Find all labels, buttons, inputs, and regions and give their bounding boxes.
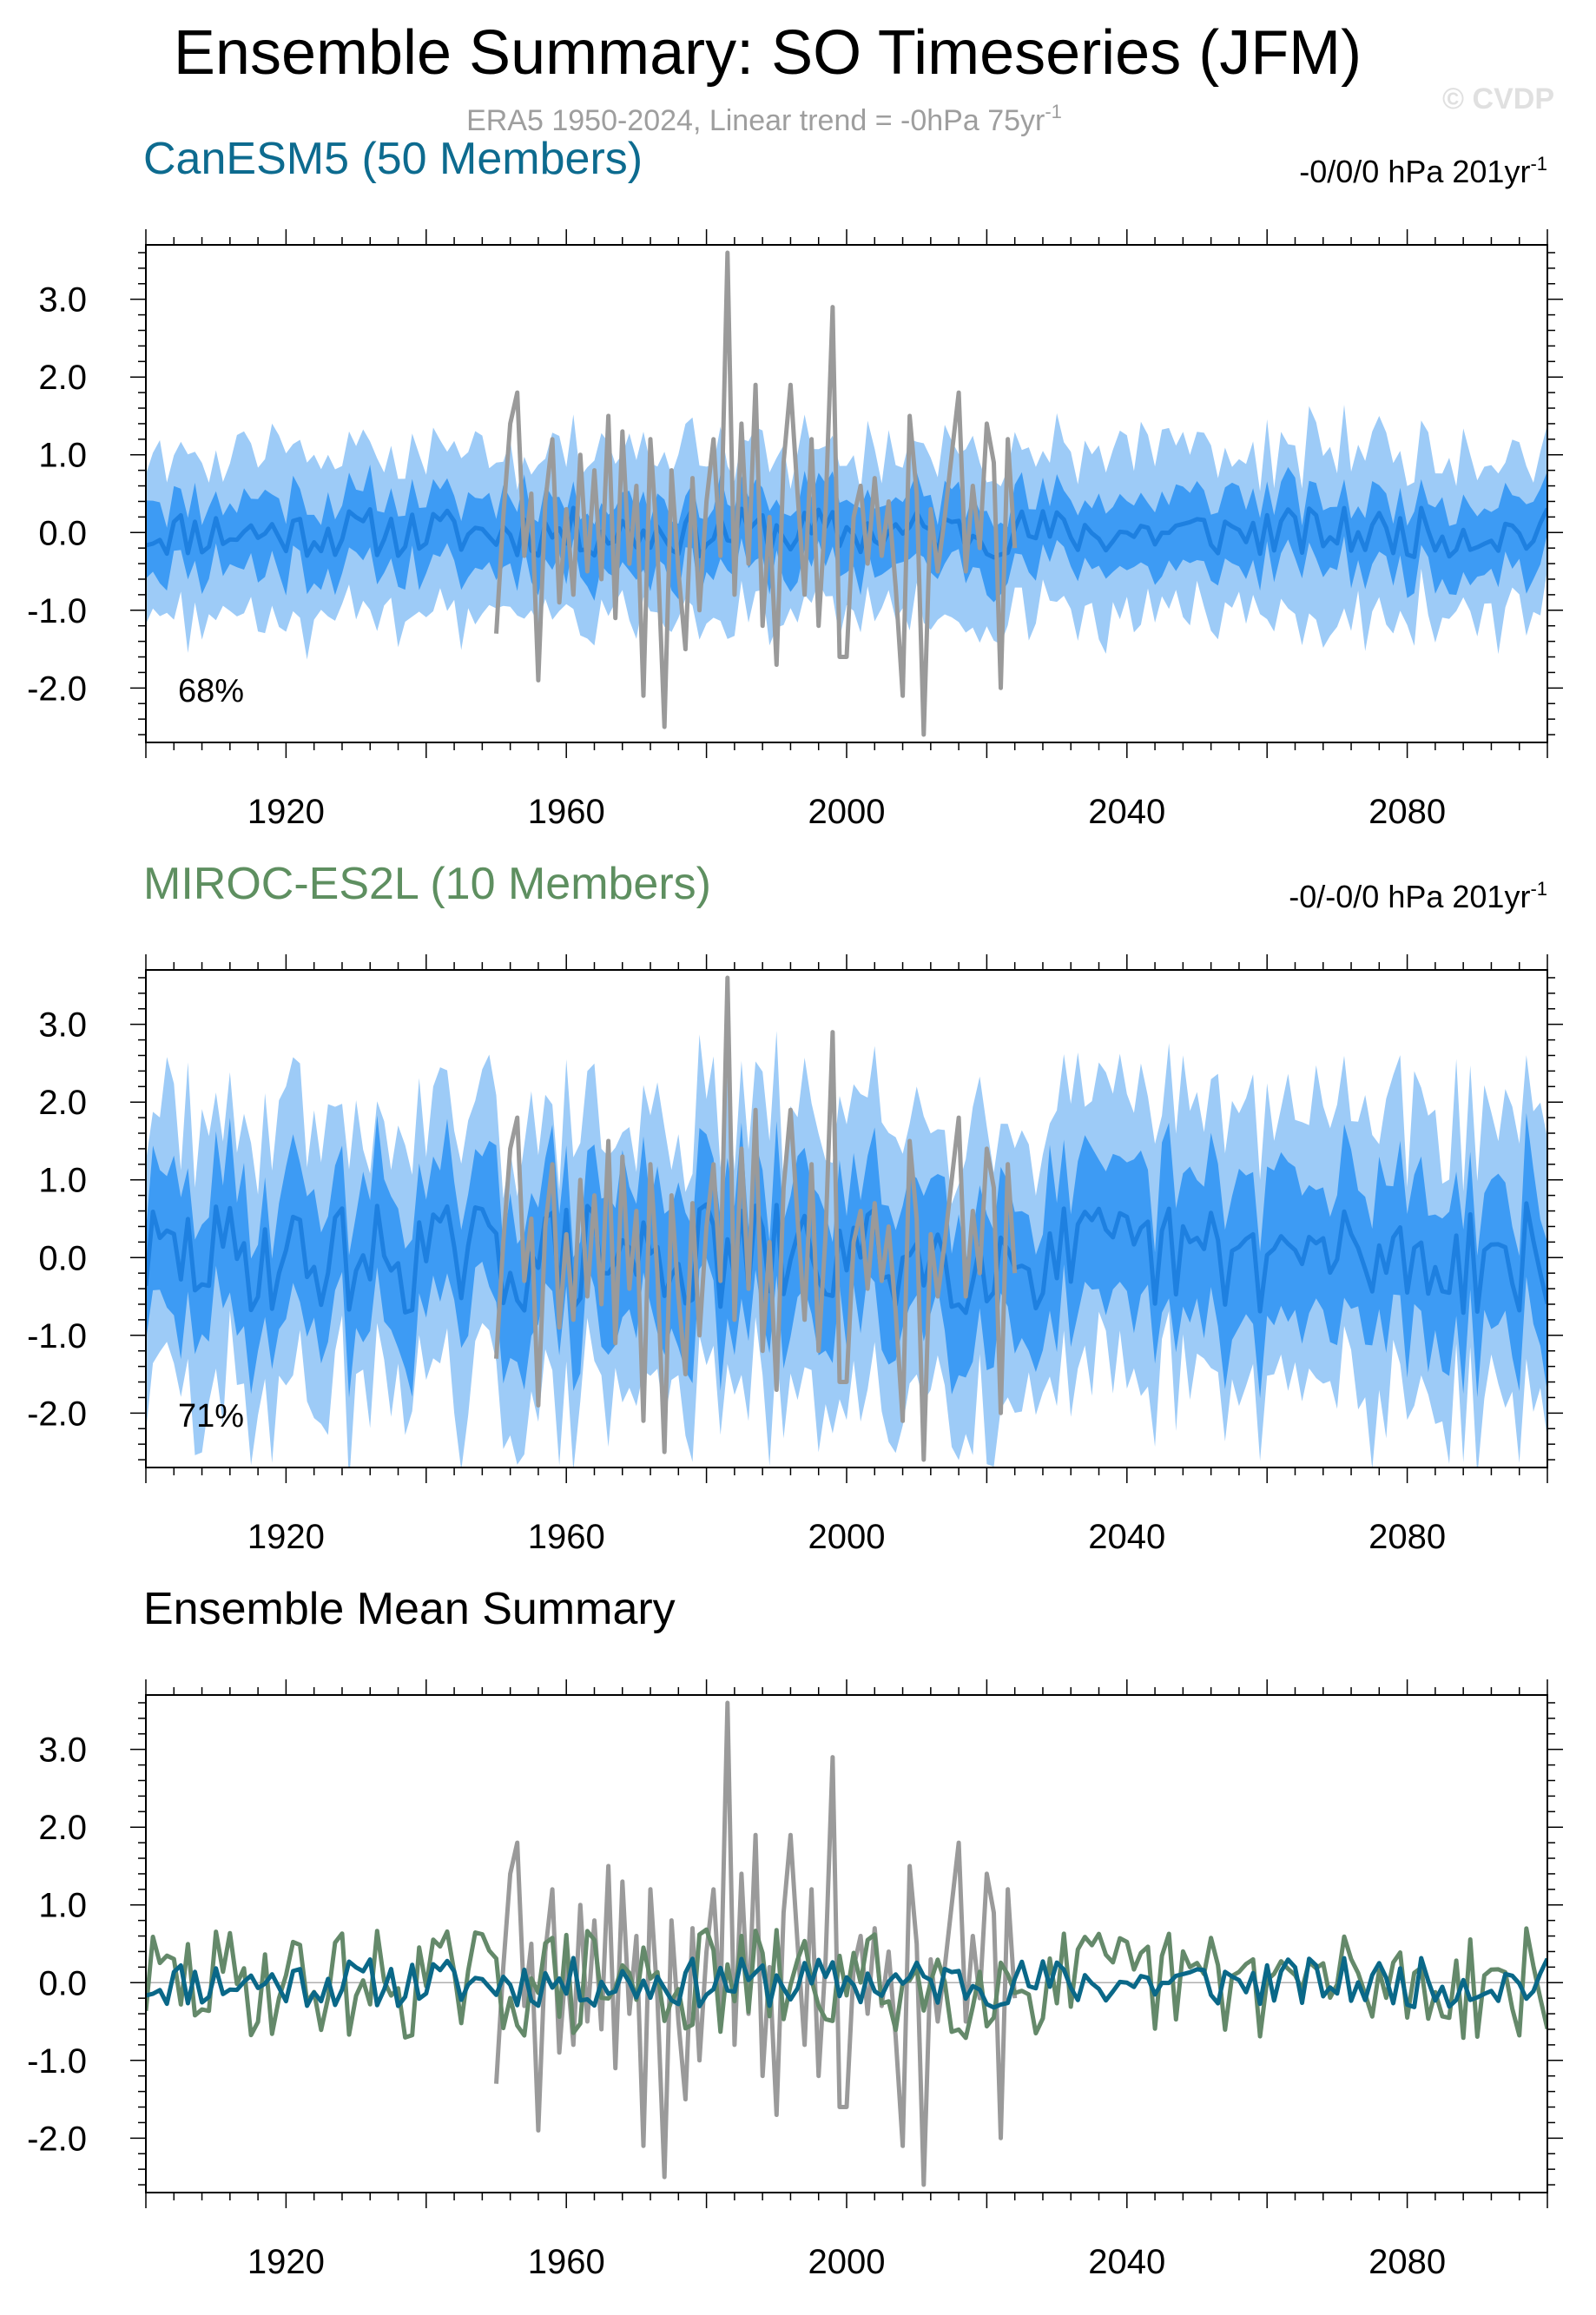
- y-tick-label: 3.0: [38, 1006, 87, 1045]
- x-tick-label: 2000: [808, 1518, 886, 1556]
- y-tick-label: -2.0: [27, 669, 87, 708]
- plot-area: [146, 975, 1547, 1467]
- percent-label: 71%: [178, 1398, 244, 1435]
- y-tick-label: -1.0: [27, 592, 87, 630]
- x-tick-label: 2080: [1368, 2243, 1446, 2281]
- observations-line: [494, 1700, 1018, 2187]
- figure-subtitle: ERA5 1950-2024, Linear trend = -0hPa 75y…: [466, 101, 1062, 137]
- panel-1: CanESM5 (50 Members) -0/0/0 hPa 201yr-1 19…: [27, 134, 1563, 831]
- trend-label-superscript: -1: [1530, 878, 1547, 900]
- y-tick-label: -1.0: [27, 2042, 87, 2081]
- x-tick-label: 2040: [1088, 1518, 1165, 1556]
- members-inner-range-band: [146, 1112, 1547, 1399]
- panel-title: Ensemble Mean Summary: [143, 1584, 676, 1634]
- percent-label: 68%: [178, 673, 244, 709]
- miroc-ensemble-mean-line: [146, 1926, 1547, 2041]
- y-tick-label: 2.0: [38, 359, 87, 397]
- observations-line: [494, 975, 1018, 1462]
- x-tick-label: 2000: [808, 793, 886, 831]
- y-tick-label: -1.0: [27, 1317, 87, 1355]
- panel-3: Ensemble Mean Summary 1920 1960 2000 2040 208…: [27, 1584, 1563, 2281]
- y-tick-label: 2.0: [38, 1809, 87, 1847]
- members-inner-range-band: [146, 465, 1547, 603]
- panel-title: CanESM5 (50 Members): [143, 134, 643, 184]
- y-tick-label: 2.0: [38, 1084, 87, 1122]
- y-tick-label: 0.0: [38, 1239, 87, 1277]
- ensemble-mean-line: [146, 1201, 1547, 1316]
- x-tick-label: 2040: [1088, 2243, 1165, 2281]
- y-tick-label: 0.0: [38, 514, 87, 552]
- x-tick-label: 2080: [1368, 1518, 1446, 1556]
- x-tick-label: 1920: [247, 793, 325, 831]
- trend-label: -0/-0/0 hPa 201yr-1: [1289, 878, 1547, 914]
- watermark: © CVDP: [1442, 82, 1554, 115]
- observations-line: [494, 250, 1018, 737]
- y-tick-label: 3.0: [38, 1731, 87, 1770]
- panel-2: MIROC-ES2L (10 Members) -0/-0/0 hPa 201yr…: [27, 859, 1563, 1556]
- y-tick-label: 1.0: [38, 1162, 87, 1200]
- x-tick-label: 1960: [528, 793, 605, 831]
- plot-area: [146, 250, 1547, 737]
- y-tick-label: 1.0: [38, 1887, 87, 1925]
- plot-frame: [145, 1694, 1548, 2193]
- y-tick-label: -2.0: [27, 2120, 87, 2158]
- trend-label-superscript: -1: [1530, 153, 1547, 175]
- canesm-ensemble-mean-line: [146, 1956, 1547, 2010]
- plot-area: [146, 1700, 1547, 2187]
- y-tick-label: -2.0: [27, 1395, 87, 1433]
- x-tick-label: 2000: [808, 2243, 886, 2281]
- figure-title: Ensemble Summary: SO Timeseries (JFM): [174, 18, 1362, 88]
- x-tick-label: 1920: [247, 1518, 325, 1556]
- x-tick-label: 2040: [1088, 793, 1165, 831]
- trend-label: -0/0/0 hPa 201yr-1: [1299, 153, 1547, 189]
- x-tick-label: 1920: [247, 2243, 325, 2281]
- x-tick-label: 2080: [1368, 793, 1446, 831]
- x-tick-label: 1960: [528, 2243, 605, 2281]
- y-tick-label: 3.0: [38, 281, 87, 320]
- panel-title: MIROC-ES2L (10 Members): [143, 859, 711, 909]
- figure-subtitle-superscript: -1: [1045, 101, 1062, 122]
- y-tick-label: 0.0: [38, 1964, 87, 2002]
- ensemble-mean-line: [146, 505, 1547, 560]
- y-tick-label: 1.0: [38, 437, 87, 475]
- x-tick-label: 1960: [528, 1518, 605, 1556]
